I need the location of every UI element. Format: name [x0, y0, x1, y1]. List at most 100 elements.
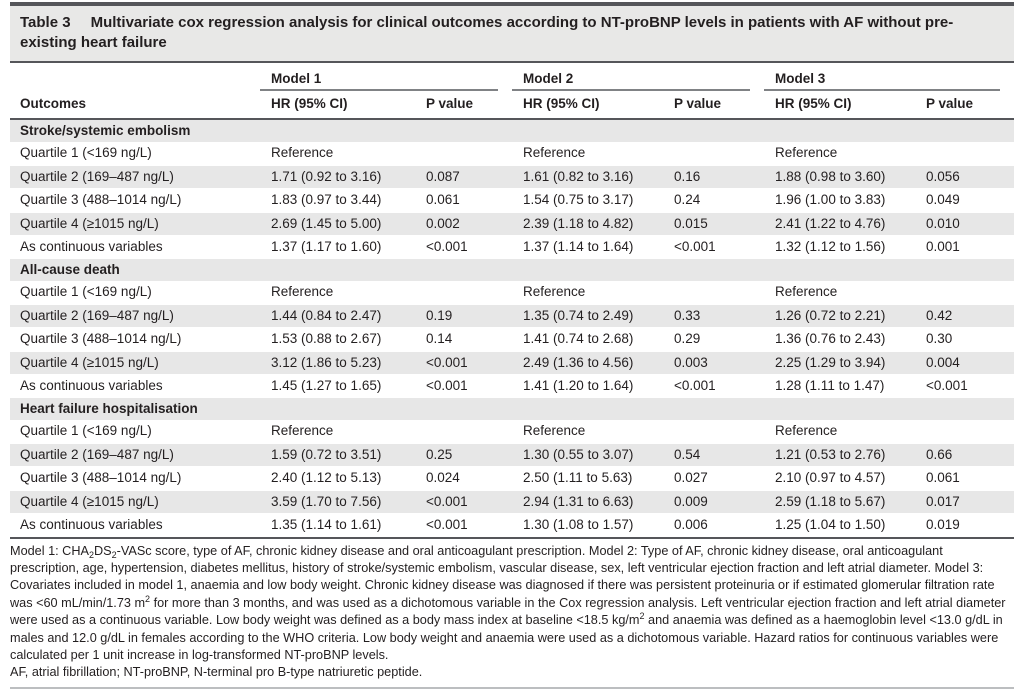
pvalue-cell: 0.66: [915, 442, 1015, 468]
column-group-model-3: Model 3: [764, 63, 1014, 91]
table-row: Quartile 1 (<169 ng/L) Reference Reference…: [10, 420, 1014, 443]
hr-ci-cell: Reference: [775, 145, 838, 161]
pvalue-cell: <0.001: [426, 378, 468, 394]
outcome-label-cell: As continuous variables: [20, 378, 163, 394]
pvalue-cell: 0.54: [663, 442, 765, 468]
cox-regression-table: Outcomes Model 1 Model 2 Model 3 HR (95%…: [10, 63, 1015, 537]
section-title: Stroke/systemic embolism: [10, 117, 1015, 143]
outcome-label-cell: Quartile 4 (≥1015 ng/L): [10, 211, 260, 237]
hr-ci-cell: 2.49 (1.36 to 4.56): [512, 350, 664, 376]
section-title: All-cause death: [10, 258, 1015, 282]
hr-ci-cell: 2.39 (1.18 to 4.82): [512, 211, 664, 237]
pvalue-cell: 0.017: [915, 489, 1015, 515]
pvalue-cell: 0.14: [426, 331, 453, 347]
table-row: As continuous variables 1.35 (1.14 to 1.6…: [10, 514, 1014, 537]
pvalue-cell: 0.29: [674, 331, 701, 347]
table-row: Quartile 2 (169–487 ng/L) 1.44 (0.84 to 2…: [10, 303, 1015, 329]
footnote-model-definitions: Model 1: CHA2DS2-VASc score, type of AF,…: [10, 543, 1006, 663]
table-row: Quartile 2 (169–487 ng/L) 1.59 (0.72 to 3…: [10, 442, 1015, 468]
hr-ci-cell: 1.59 (0.72 to 3.51): [260, 442, 415, 468]
pvalue-cell: 0.010: [915, 211, 1015, 237]
hr-ci-cell: 2.94 (1.31 to 6.63): [512, 489, 664, 515]
pvalue-cell: 0.16: [663, 164, 765, 190]
pvalue-cell: <0.001: [415, 350, 513, 376]
pvalue-cell: 0.004: [915, 350, 1015, 376]
pvalue-cell: <0.001: [426, 517, 468, 533]
table-row: Quartile 1 (<169 ng/L) Reference Reference…: [10, 142, 1014, 165]
table-row: As continuous variables 1.37 (1.17 to 1.6…: [10, 236, 1014, 259]
hr-ci-cell: 1.36 (0.76 to 2.43): [775, 331, 886, 347]
section-title: Heart failure hospitalisation: [10, 397, 1015, 421]
table-row: Quartile 3 (488–1014 ng/L) 1.83 (0.97 to …: [10, 189, 1014, 213]
hr-ci-cell: 1.41 (1.20 to 1.64): [523, 378, 634, 394]
hr-ci-cell: 1.25 (1.04 to 1.50): [775, 517, 886, 533]
hr-ci-cell: 2.40 (1.12 to 5.13): [271, 470, 382, 486]
hr-ci-cell: Reference: [271, 145, 334, 161]
column-group-model-1: Model 1: [260, 63, 512, 91]
hr-ci-cell: 2.69 (1.45 to 5.00): [260, 211, 415, 237]
pvalue-cell: <0.001: [674, 378, 716, 394]
pvalue-cell: <0.001: [926, 378, 968, 394]
pvalue-cell: 0.24: [674, 192, 701, 208]
table-row: Quartile 3 (488–1014 ng/L) 1.53 (0.88 to …: [10, 328, 1014, 352]
column-header-pvalue-model-3: P value: [926, 95, 974, 111]
pvalue-cell: [415, 420, 512, 443]
section-header-row: Stroke/systemic embolism: [10, 117, 1015, 143]
outcome-label-cell: Quartile 1 (<169 ng/L): [20, 145, 152, 161]
hr-ci-cell: 2.41 (1.22 to 4.76): [764, 211, 916, 237]
hr-ci-cell: Reference: [523, 423, 586, 439]
table-caption: Table 3 Multivariate cox regression analy…: [10, 6, 1014, 63]
column-header-hr-model-1: HR (95% CI): [271, 95, 348, 111]
hr-ci-cell: 1.53 (0.88 to 2.67): [271, 331, 382, 347]
pvalue-cell: <0.001: [674, 239, 716, 255]
hr-ci-cell: 1.54 (0.75 to 3.17): [523, 192, 634, 208]
pvalue-cell: 0.42: [915, 303, 1015, 329]
table-row: Quartile 4 (≥1015 ng/L) 3.12 (1.86 to 5.2…: [10, 350, 1015, 376]
pvalue-cell: [915, 142, 1014, 165]
pvalue-cell: 0.002: [415, 211, 513, 237]
hr-ci-cell: 1.41 (0.74 to 2.68): [523, 331, 634, 347]
outcome-label-cell: Quartile 3 (488–1014 ng/L): [20, 470, 182, 486]
table-body: Stroke/systemic embolism Quartile 1 (<169…: [10, 117, 1015, 537]
outcome-label-cell: Quartile 1 (<169 ng/L): [20, 423, 152, 439]
hr-ci-cell: Reference: [523, 284, 586, 300]
pvalue-cell: 0.001: [926, 239, 960, 255]
hr-ci-cell: 1.32 (1.12 to 1.56): [775, 239, 886, 255]
pvalue-cell: [915, 420, 1014, 443]
pvalue-cell: 0.25: [415, 442, 513, 468]
hr-ci-cell: 1.26 (0.72 to 2.21): [764, 303, 916, 329]
top-rule: [10, 2, 1014, 6]
hr-ci-cell: 1.35 (1.14 to 1.61): [271, 517, 382, 533]
table-row: Quartile 3 (488–1014 ng/L) 2.40 (1.12 to …: [10, 467, 1014, 491]
hr-ci-cell: Reference: [775, 284, 838, 300]
pvalue-cell: 0.009: [663, 489, 765, 515]
bottom-rule: [10, 686, 1014, 689]
pvalue-cell: 0.003: [663, 350, 765, 376]
hr-ci-cell: 1.71 (0.92 to 3.16): [260, 164, 415, 190]
outcome-label-cell: Quartile 2 (169–487 ng/L): [10, 164, 260, 190]
pvalue-cell: 0.19: [415, 303, 513, 329]
pvalue-cell: 0.087: [415, 164, 513, 190]
outcome-label-cell: Quartile 4 (≥1015 ng/L): [10, 489, 260, 515]
section-header-row: All-cause death: [10, 258, 1015, 282]
table-row: Quartile 4 (≥1015 ng/L) 3.59 (1.70 to 7.5…: [10, 489, 1015, 515]
pvalue-cell: 0.061: [926, 470, 960, 486]
column-header-hr-model-2: HR (95% CI): [523, 95, 600, 111]
hr-ci-cell: 1.30 (1.08 to 1.57): [523, 517, 634, 533]
table-header: Outcomes Model 1 Model 2 Model 3 HR (95%…: [10, 63, 1014, 119]
table-title: Multivariate cox regression analysis for…: [20, 14, 954, 51]
hr-ci-cell: 1.28 (1.11 to 1.47): [775, 378, 885, 394]
pvalue-cell: <0.001: [415, 489, 513, 515]
pvalue-cell: [663, 142, 764, 165]
hr-ci-cell: 1.88 (0.98 to 3.60): [764, 164, 916, 190]
pvalue-cell: 0.019: [926, 517, 960, 533]
hr-ci-cell: 2.25 (1.29 to 3.94): [764, 350, 916, 376]
column-header-pvalue-model-2: P value: [674, 95, 722, 111]
hr-ci-cell: 1.96 (1.00 to 3.83): [775, 192, 886, 208]
outcome-label-cell: As continuous variables: [20, 517, 163, 533]
pvalue-cell: 0.006: [674, 517, 708, 533]
hr-ci-cell: 1.37 (1.14 to 1.64): [523, 239, 634, 255]
outcome-label-cell: Quartile 2 (169–487 ng/L): [10, 303, 260, 329]
pvalue-cell: 0.33: [663, 303, 765, 329]
